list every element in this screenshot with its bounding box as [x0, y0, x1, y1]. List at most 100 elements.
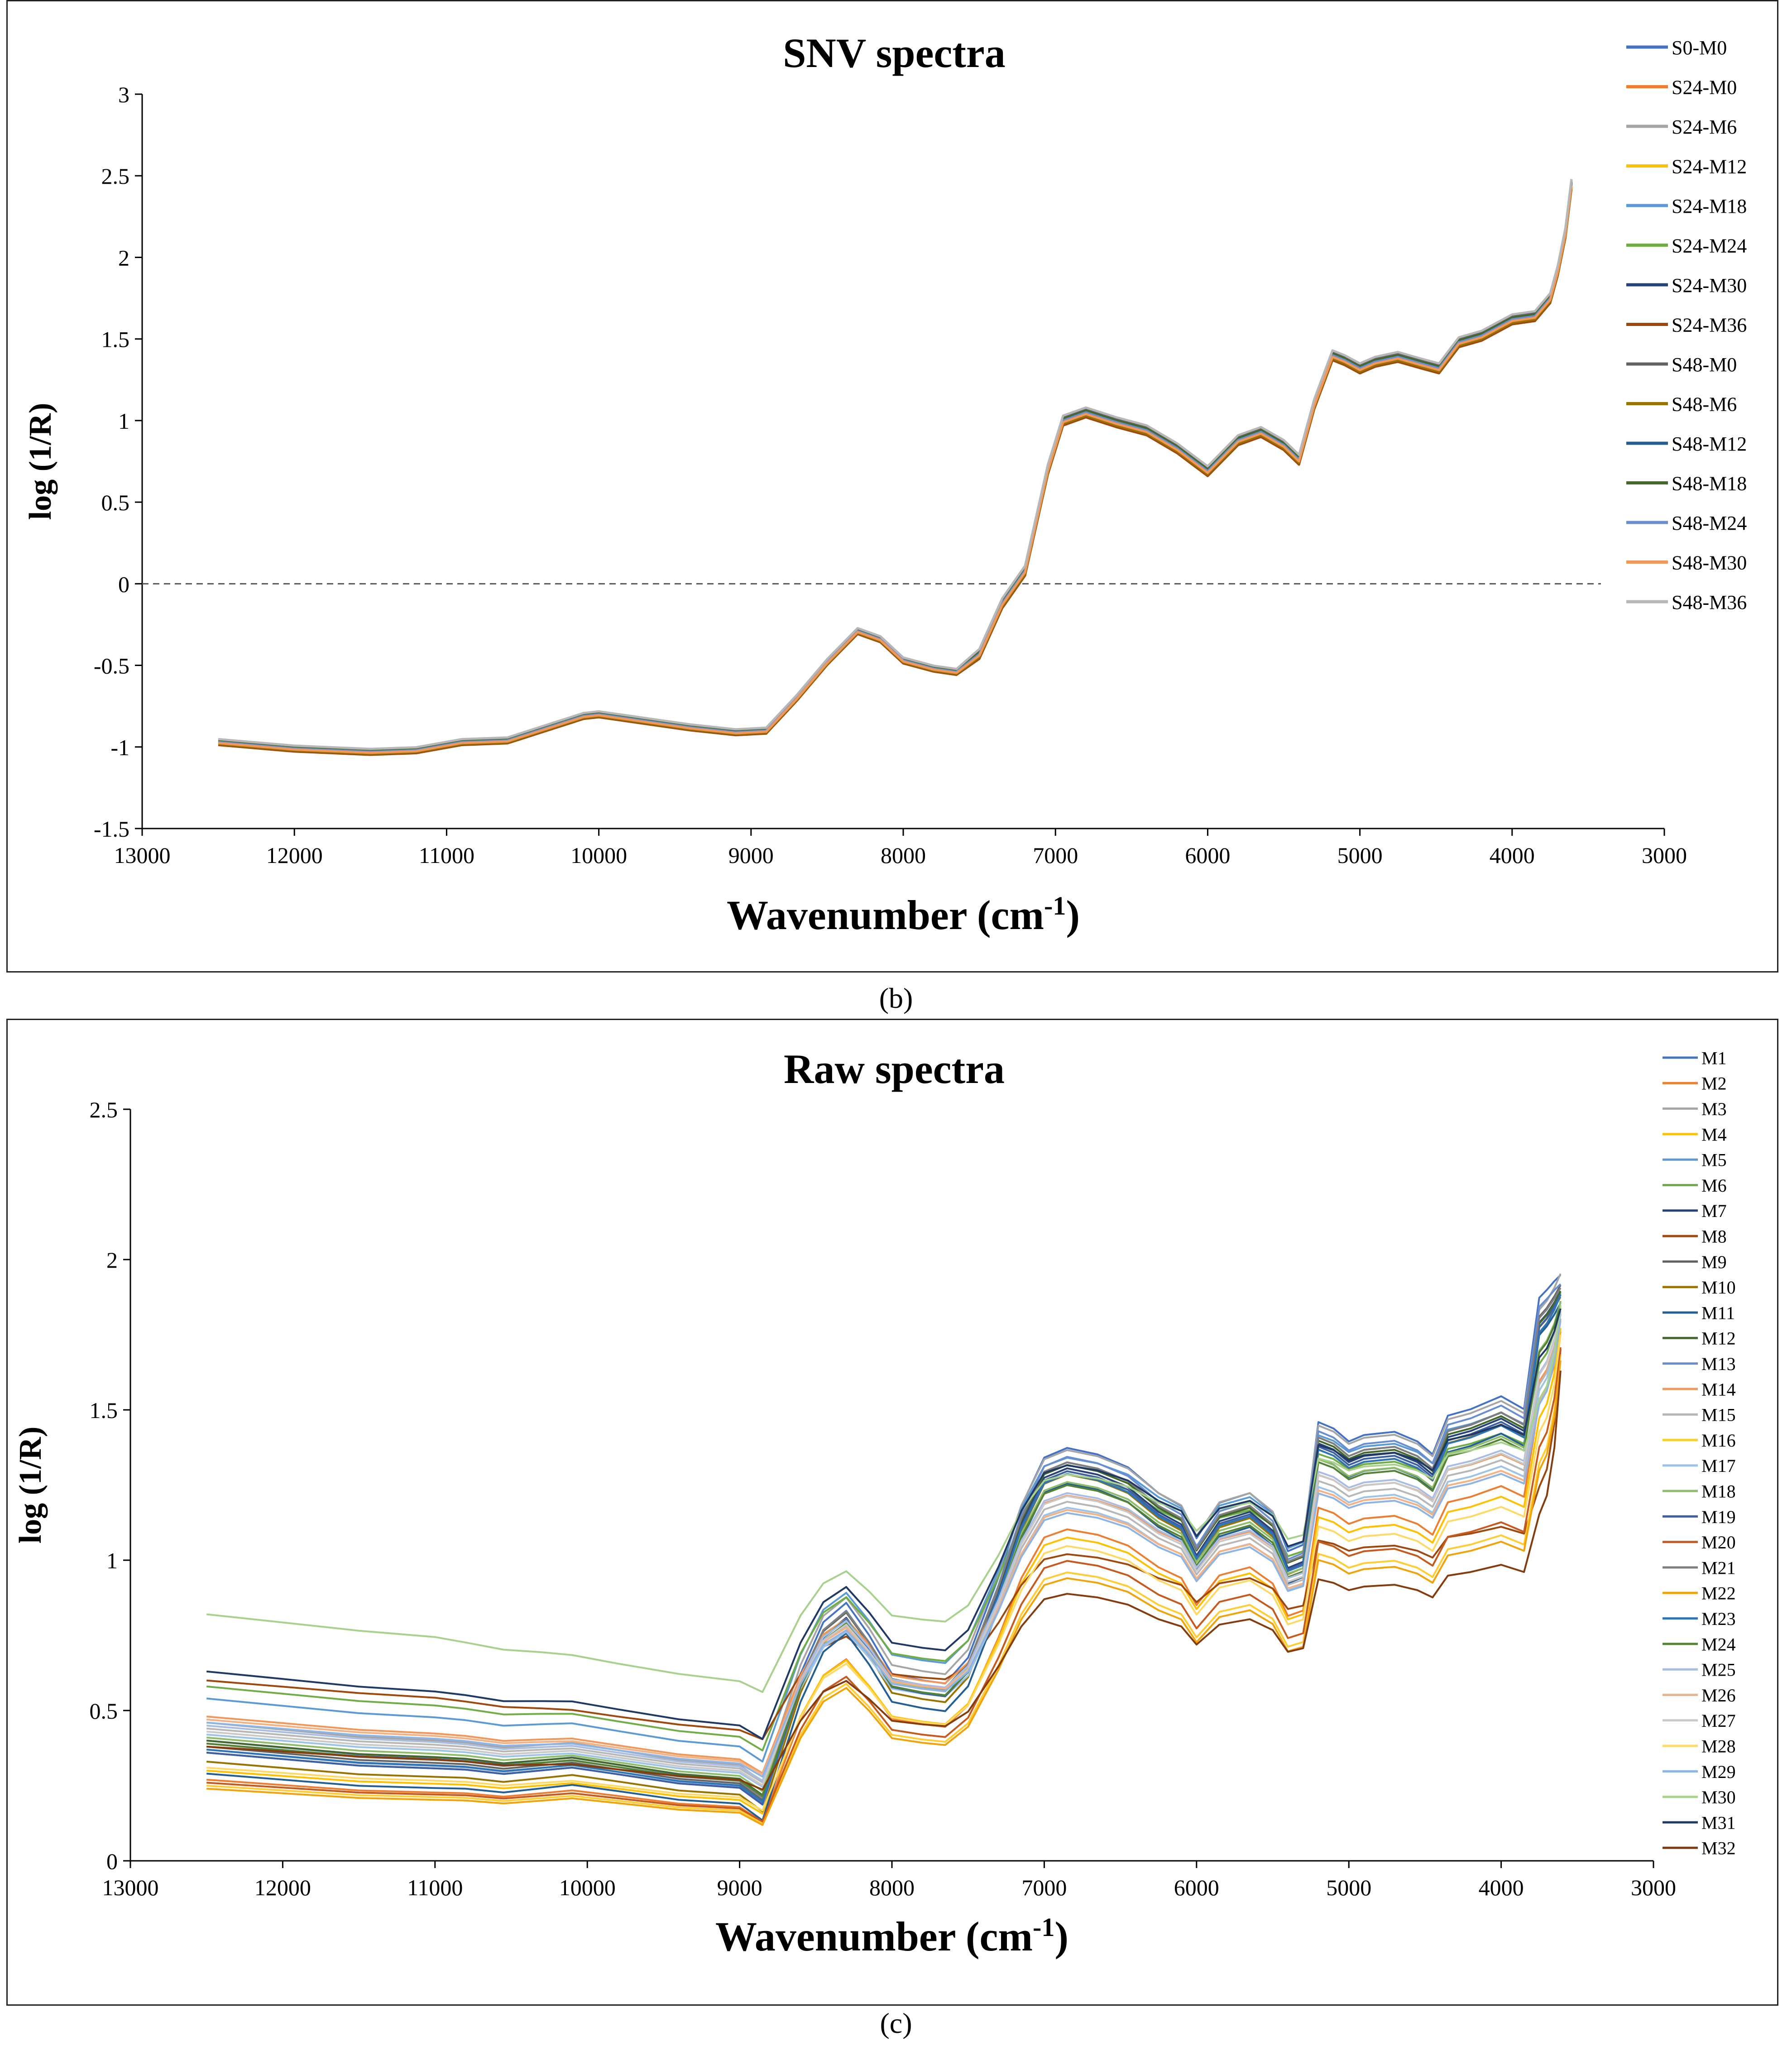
legend-label: S48-M0 — [1672, 354, 1737, 376]
y-tick-label: 1.5 — [90, 1398, 118, 1423]
series-line-s48-m24 — [218, 183, 1573, 753]
x-tick-label: 5000 — [1326, 1875, 1371, 1900]
x-tick-label: 3000 — [1642, 843, 1687, 868]
x-tick-label: 6000 — [1174, 1875, 1219, 1900]
series-line-m27 — [206, 1307, 1562, 1787]
y-tick-label: 1 — [118, 408, 129, 434]
series-line-m18 — [206, 1302, 1562, 1792]
legend-label: S24-M18 — [1672, 195, 1747, 217]
legend-label: M11 — [1701, 1303, 1735, 1323]
legend-label: M13 — [1701, 1354, 1736, 1374]
x-tick-label: 10000 — [559, 1875, 616, 1900]
legend-label: M30 — [1701, 1787, 1736, 1807]
series-line-m22 — [206, 1360, 1562, 1826]
legend-label: M14 — [1701, 1379, 1736, 1399]
y-axis-label: log (1/R) — [23, 403, 58, 520]
legend-label: S24-M24 — [1672, 235, 1747, 257]
legend-label: S48-M30 — [1672, 551, 1747, 574]
legend-label: M19 — [1701, 1507, 1736, 1527]
series-line-m25 — [206, 1307, 1562, 1782]
y-tick-label: -0.5 — [94, 653, 129, 679]
raw-spectra-chart: Raw spectra 0 0.5 1 1.5 2 2.5 13000 12000 11000 10… — [13, 1046, 1736, 1960]
legend-label: M1 — [1701, 1048, 1727, 1068]
series-line-m23 — [206, 1294, 1562, 1803]
series-line-m2 — [206, 1331, 1562, 1823]
x-tick-label: 13000 — [114, 843, 171, 868]
legend-label: M23 — [1701, 1609, 1736, 1629]
series-line-m26 — [206, 1321, 1562, 1776]
series-line-m29 — [206, 1318, 1562, 1778]
legend-label: S24-M12 — [1672, 155, 1747, 177]
series-line-m15 — [206, 1311, 1562, 1783]
x-tick-label: 13000 — [102, 1875, 159, 1900]
series-line-m30 — [206, 1305, 1562, 1693]
series-line-s0-m0 — [218, 183, 1573, 753]
x-tick-label: 6000 — [1185, 843, 1230, 868]
legend-label: M10 — [1701, 1277, 1736, 1298]
x-tick-label: 5000 — [1337, 843, 1383, 868]
legend-label: M31 — [1701, 1812, 1736, 1833]
legend-label: M3 — [1701, 1099, 1727, 1119]
series-line-s48-m18 — [218, 182, 1573, 752]
legend-label: M17 — [1701, 1456, 1736, 1476]
y-tick-label: 0.5 — [90, 1698, 118, 1724]
legend-label: M26 — [1701, 1685, 1736, 1706]
x-axis-label: Wavenumber (cm-1) — [727, 891, 1080, 939]
legend-label: M7 — [1701, 1201, 1727, 1221]
caption-b: (b) — [879, 982, 913, 1014]
y-tick-label: 2.5 — [90, 1097, 118, 1122]
series-line-s48-m6 — [218, 187, 1573, 755]
x-tick-label: 9000 — [728, 843, 774, 868]
series-line-m5 — [206, 1292, 1562, 1763]
legend-label: M25 — [1701, 1660, 1736, 1680]
x-tick-label: 12000 — [266, 843, 323, 868]
legend-label: S48-M24 — [1672, 512, 1747, 534]
legend-label: M32 — [1701, 1838, 1736, 1859]
legend-label: M24 — [1701, 1634, 1736, 1654]
x-tick-label: 8000 — [869, 1875, 915, 1900]
series-line-m8 — [206, 1349, 1562, 1740]
legend-label: M5 — [1701, 1150, 1727, 1170]
series-line-s24-m0 — [218, 187, 1573, 755]
series-line-m24 — [206, 1304, 1562, 1797]
x-tick-label: 4000 — [1479, 1875, 1524, 1900]
legend-label: M20 — [1701, 1532, 1736, 1552]
x-tick-label: 3000 — [1631, 1875, 1676, 1900]
series-line-m32 — [206, 1370, 1562, 1791]
legend-label: S48-M18 — [1672, 472, 1747, 494]
y-tick-label: 2.5 — [101, 163, 130, 189]
legend-label: M18 — [1701, 1481, 1736, 1502]
legend-label: S0-M0 — [1672, 37, 1727, 59]
legend-label: M9 — [1701, 1252, 1727, 1272]
series-line-s48-m36 — [218, 179, 1573, 750]
chart-title: Raw spectra — [784, 1046, 1005, 1092]
series-line-s48-m0 — [218, 180, 1573, 751]
series-line-s24-m30 — [218, 185, 1573, 754]
series-line-s24-m12 — [218, 185, 1573, 754]
y-tick-label: -1 — [110, 735, 129, 760]
legend-label: M2 — [1701, 1073, 1727, 1094]
legend-label: S24-M30 — [1672, 274, 1747, 297]
snv-chart-frame — [6, 0, 1778, 973]
x-tick-label: 9000 — [717, 1875, 762, 1900]
snv-spectra-chart: SNV spectra -1.5 -1 -0.5 0 0.5 1 1.5 2 2.5 3 13000 1… — [23, 30, 1747, 939]
legend-label: S48-M12 — [1672, 433, 1747, 455]
series-line-s24-m6 — [218, 182, 1573, 752]
series-line-s24-m18 — [218, 183, 1573, 753]
x-tick-label: 10000 — [570, 843, 627, 868]
x-tick-label: 7000 — [1033, 843, 1078, 868]
legend-label: S24-M6 — [1672, 116, 1737, 138]
y-tick-label: -1.5 — [94, 816, 129, 842]
raw-chart-frame — [6, 1019, 1778, 2006]
series-line-m28 — [206, 1335, 1562, 1811]
series-line-m4 — [206, 1328, 1562, 1815]
y-tick-label: 2 — [106, 1247, 118, 1273]
series-line-m20 — [206, 1347, 1562, 1823]
legend-label: S48-M6 — [1672, 393, 1737, 415]
x-tick-label: 7000 — [1021, 1875, 1067, 1900]
x-axis-label: Wavenumber (cm-1) — [715, 1912, 1068, 1960]
x-tick-label: 4000 — [1490, 843, 1535, 868]
legend-label: M29 — [1701, 1762, 1736, 1782]
y-tick-label: 0.5 — [101, 490, 130, 515]
x-tick-label: 11000 — [419, 843, 474, 868]
